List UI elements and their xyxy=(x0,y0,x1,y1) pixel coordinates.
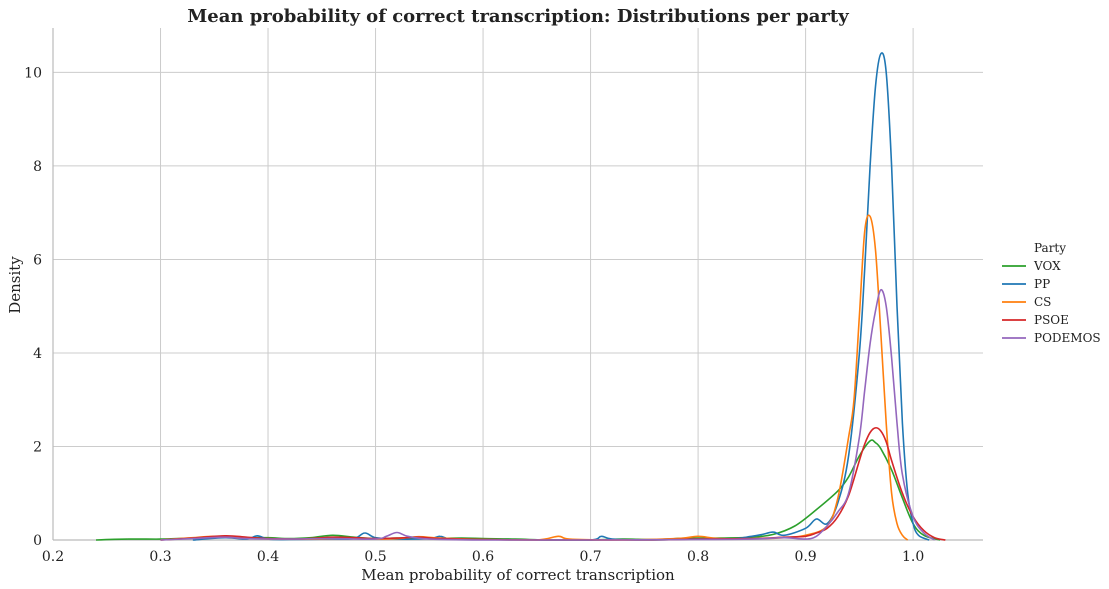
x-tick-label: 0.2 xyxy=(42,549,64,565)
y-tick-label: 2 xyxy=(33,439,42,455)
x-axis-label: Mean probability of correct transcriptio… xyxy=(361,566,675,584)
x-tick-label: 0.3 xyxy=(149,549,171,565)
x-grid xyxy=(52,28,914,540)
y-tick-label: 0 xyxy=(33,533,42,549)
x-tick-label: 0.6 xyxy=(472,549,494,565)
series-line-podemos xyxy=(160,288,936,541)
y-tick-label: 4 xyxy=(33,346,42,362)
series-line-pp xyxy=(192,52,930,541)
y-tick-label: 8 xyxy=(33,159,42,175)
legend-label-psoe: PSOE xyxy=(1034,313,1069,327)
y-grid xyxy=(53,71,983,447)
y-tick-label: 6 xyxy=(33,252,42,268)
x-tick-label: 0.4 xyxy=(257,549,279,565)
legend-label-cs: CS xyxy=(1034,295,1051,309)
legend: Party VOX PP CS PSOE PODEMOS xyxy=(1002,241,1101,345)
y-tick-labels: 0 2 4 6 8 10 xyxy=(24,65,42,549)
y-axis-label: Density xyxy=(6,256,24,314)
legend-title: Party xyxy=(1034,241,1066,255)
x-tick-label: 0.5 xyxy=(364,549,386,565)
legend-items: VOX PP CS PSOE PODEMOS xyxy=(1002,259,1101,345)
x-tick-label: 0.8 xyxy=(687,549,709,565)
series-lines xyxy=(95,52,946,541)
series-line-cs xyxy=(160,214,909,541)
x-tick-label: 0.7 xyxy=(579,549,601,565)
x-tick-label: 0.9 xyxy=(794,549,816,565)
chart-title: Mean probability of correct transcriptio… xyxy=(187,6,849,27)
x-tick-label: 1.0 xyxy=(902,549,924,565)
y-tick-label: 10 xyxy=(24,65,42,81)
legend-label-pp: PP xyxy=(1034,277,1050,291)
series-line-vox xyxy=(95,439,941,541)
legend-label-podemos: PODEMOS xyxy=(1034,331,1101,345)
legend-label-vox: VOX xyxy=(1033,259,1061,273)
x-tick-labels: 0.2 0.3 0.4 0.5 0.6 0.7 0.8 0.9 1.0 xyxy=(42,549,924,565)
